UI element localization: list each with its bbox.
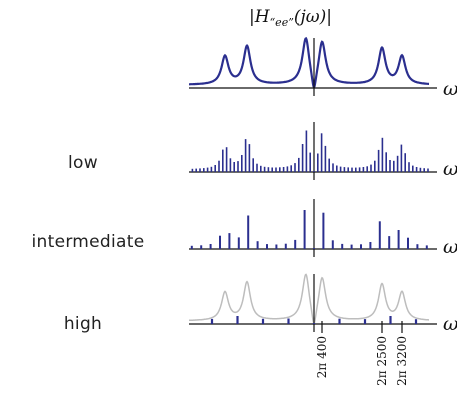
label-intermediate: intermediate xyxy=(32,232,145,252)
magnitude-curve xyxy=(189,36,429,90)
label-low: low xyxy=(68,153,98,173)
omega-label-4: ω xyxy=(443,313,457,335)
tick-label-2: 2π 3200 xyxy=(395,336,409,386)
omega-label-2: ω xyxy=(443,158,457,180)
label-high: high xyxy=(64,314,102,334)
ghost-curve xyxy=(189,273,429,325)
omega-label-3: ω xyxy=(443,236,457,258)
tick-label-1: 2π 2500 xyxy=(375,336,389,386)
panel-high-sampling xyxy=(189,273,437,332)
title-magnitude-response: |H“ee”(jω)| xyxy=(249,7,332,29)
panel-intermediate-sampling xyxy=(189,199,437,257)
panel-low-sampling xyxy=(189,122,437,180)
omega-label-1: ω xyxy=(443,78,457,100)
tick-label-0: 2π 400 xyxy=(315,336,329,378)
panel-continuous xyxy=(189,36,437,96)
frequency-ticks: 2π 400 2π 2500 2π 3200 xyxy=(315,321,409,386)
